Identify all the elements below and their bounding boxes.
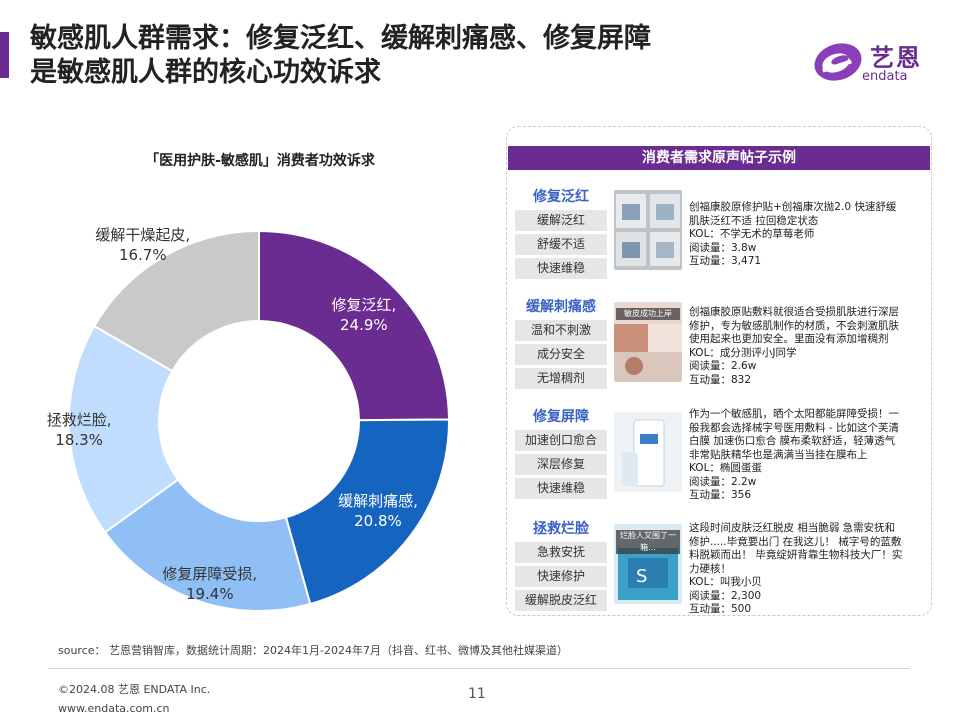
blue-mask-box-image-icon: S	[618, 548, 678, 600]
category-relieve-stinging: 缓解刺痛感 温和不刺激 成分安全 无增稠剂	[515, 296, 607, 389]
slice-label: 缓解干燥起皮, 16.7%	[95, 225, 190, 265]
page-title-line-2: 是敏感肌人群的核心功效诉求	[30, 57, 381, 88]
post-text: 作为一个敏感肌，晒个太阳都能屏障受损！一般我都会选择械字号医用敷料 - 比如这个…	[689, 408, 899, 461]
logo-text: 艺恩	[870, 44, 922, 72]
post-interactions: 互动量：500	[689, 603, 752, 615]
slice-label-name: 缓解干燥起皮,	[95, 226, 191, 245]
category-repair-redness: 修复泛红 缓解泛红 舒缓不适 快速维稳	[515, 186, 607, 279]
post-interactions: 互动量：3,471	[689, 255, 762, 267]
post-text-block: 创福康胶原修护贴+创福康次抛2.0 快速舒缓肌肤泛红不适 拉回稳定状态 KOL：…	[689, 201, 904, 269]
slice-label: 拯救烂脸, 18.3%	[47, 410, 112, 450]
mask-product-image-icon	[622, 419, 665, 487]
post-interactions: 互动量：832	[689, 373, 752, 386]
thumbnail-caption: 敏皮成功上岸	[616, 308, 680, 320]
post-interactions: 互动量：356	[689, 489, 752, 501]
post-thumbnail[interactable]	[614, 190, 682, 270]
page-title: 敏感肌人群需求：修复泛红、缓解刺痛感、修复屏障 是敏感肌人群的核心功效诉求	[30, 22, 790, 90]
chart-title: 「医用护肤-敏感肌」消费者功效诉求	[145, 153, 375, 169]
examples-panel	[506, 126, 932, 616]
keyword-pill: 无增稠剂	[515, 368, 607, 389]
category-title: 缓解刺痛感	[526, 299, 596, 315]
post-thumbnail[interactable]	[614, 412, 682, 492]
keyword-pill: 缓解泛红	[515, 210, 607, 231]
footer-divider	[48, 668, 910, 669]
post-reads: 阅读量：2,300	[689, 589, 762, 602]
donut-slice	[258, 229, 451, 422]
slice-label-value: 19.4%	[185, 584, 234, 603]
keyword-pill: 快速维稳	[515, 258, 607, 279]
slice-label-value: 18.3%	[55, 430, 103, 449]
post-text-block: 创福康胶原贴敷料就很适合受损肌肤进行深层修护，专为敏感肌制作的材质，不会刺激肌肤…	[689, 306, 904, 387]
keyword-pill: 深层修复	[515, 454, 607, 475]
post-thumbnail[interactable]: 敏皮成功上岸	[614, 302, 682, 382]
category-repair-barrier: 修复屏障 加速创口愈合 深层修复 快速维稳	[515, 406, 607, 499]
website-link[interactable]: www.endata.com.cn	[58, 702, 170, 715]
endata-logo: 艺恩 endata	[812, 36, 930, 86]
category-title: 拯救烂脸	[533, 521, 589, 537]
slice-label-name: 拯救烂脸,	[46, 410, 112, 429]
post-kol: KOL：椭圆蛋蛋	[689, 462, 762, 474]
slice-label-value: 16.7%	[118, 246, 167, 265]
donut-slice	[68, 324, 180, 534]
donut-slice	[92, 229, 260, 373]
category-rescue-damaged-face: 拯救烂脸 急救安抚 快速修护 缓解脱皮泛红	[515, 518, 607, 611]
post-reads: 阅读量：3.8w	[689, 241, 757, 254]
donut-chart: 修复泛红, 24.9% 缓解刺痛感, 20.8% 修复屏障受损, 19.4% 拯救烂脸, 18…	[40, 175, 480, 625]
post-kol: KOL：不学无术的草莓老师	[689, 228, 815, 240]
skin-photo-image-icon	[614, 324, 682, 382]
keyword-pill: 快速修护	[515, 566, 607, 587]
post-reads: 阅读量：2.6w	[689, 360, 757, 372]
page-number: 11	[468, 686, 486, 702]
post-thumbnail[interactable]: S 烂脸人又围了一箱...	[614, 524, 682, 604]
source-note: source： 艺恩营销智库，数据统计周期：2024年1月-2024年7月（抖音…	[58, 644, 568, 657]
product-box-image-icon	[616, 194, 680, 266]
logo-subtext: endata	[862, 69, 908, 84]
keyword-pill: 加速创口愈合	[515, 430, 607, 451]
keyword-pill: 急救安抚	[515, 542, 607, 563]
slice-label-value: 24.9%	[340, 316, 388, 335]
keyword-pill: 舒缓不适	[515, 234, 607, 255]
post-kol: KOL：成分测评小J同学	[689, 346, 797, 359]
post-kol: KOL：叫我小贝	[689, 576, 762, 588]
slice-label: 缓解刺痛感, 20.8%	[338, 491, 418, 531]
category-title: 修复屏障	[533, 409, 589, 425]
donut-slice	[103, 478, 312, 612]
category-title: 修复泛红	[533, 189, 589, 205]
post-text: 创福康胶原修护贴+创福康次抛2.0 快速舒缓肌肤泛红不适 拉回稳定状态	[689, 201, 897, 227]
examples-panel-header: 消费者需求原声帖子示例	[508, 146, 930, 170]
post-text-block: 作为一个敏感肌，晒个太阳都能屏障受损！一般我都会选择械字号医用敷料 - 比如这个…	[689, 408, 904, 503]
slice-label-name: 缓解刺痛感,	[338, 491, 418, 510]
post-reads: 阅读量：2.2w	[689, 475, 757, 488]
slice-label-value: 20.8%	[354, 511, 402, 530]
keyword-pill: 快速维稳	[515, 478, 607, 499]
donut-slice	[284, 418, 450, 606]
post-text: 创福康胶原贴敷料就很适合受损肌肤进行深层修护，专为敏感肌制作的材质，不会刺激肌肤…	[689, 306, 899, 345]
slice-label: 修复屏障受损, 19.4%	[162, 564, 257, 604]
slice-label: 修复泛红, 24.9%	[331, 295, 396, 335]
donut-chart-svg	[68, 229, 451, 612]
keyword-pill: 温和不刺激	[515, 320, 607, 341]
copyright-text: ©2024.08 艺恩 ENDATA Inc.	[58, 683, 211, 696]
page-title-line-1: 敏感肌人群需求：修复泛红、缓解刺痛感、修复屏障	[30, 23, 651, 54]
thumbnail-caption: 烂脸人又围了一箱...	[616, 530, 680, 554]
post-text: 这段时间皮肤泛红脱皮 相当脆弱 急需安抚和修护.....毕竟要出门 在我这儿！ …	[689, 522, 903, 575]
svg-text:S: S	[636, 566, 647, 587]
title-accent-bar	[0, 32, 9, 78]
keyword-pill: 成分安全	[515, 344, 607, 365]
logo-mark-icon	[814, 43, 862, 81]
slice-label-name: 修复泛红,	[331, 296, 397, 315]
slice-label-name: 修复屏障受损,	[162, 564, 258, 583]
post-text-block: 这段时间皮肤泛红脱皮 相当脆弱 急需安抚和修护.....毕竟要出门 在我这儿！ …	[689, 522, 904, 617]
keyword-pill: 缓解脱皮泛红	[515, 590, 607, 611]
